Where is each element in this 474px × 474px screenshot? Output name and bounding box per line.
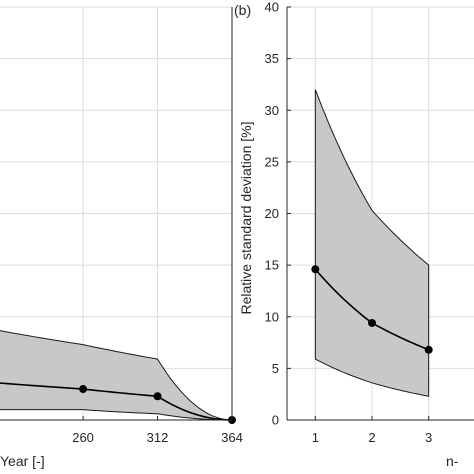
b-uncertainty-band [314, 89, 430, 397]
a-xtick-label-0: 260 [72, 430, 94, 445]
a-xtick-label-2: 364 [221, 430, 243, 445]
b-point-2 [424, 345, 433, 354]
b-ytick-label-8: 40 [265, 0, 279, 15]
b-ytick-label-0: 0 [272, 413, 279, 428]
panel-b-label: (b) [234, 2, 251, 18]
b-ytick-label-1: 5 [272, 361, 279, 376]
panel-b-ylabel: Relative standard deviation [%] [238, 122, 254, 315]
b-xtick-label-1: 2 [368, 430, 375, 445]
b-ytick-label-3: 15 [265, 258, 279, 273]
b-point-0 [311, 265, 320, 274]
b-xtick-label-0: 1 [312, 430, 319, 445]
b-ytick-label-5: 25 [265, 154, 279, 169]
a-xtick-label-1: 312 [147, 430, 169, 445]
b-xtick-label-2: 3 [425, 430, 432, 445]
b-ytick-label-7: 35 [265, 51, 279, 66]
a-point-2 [153, 392, 162, 401]
b-ytick-label-2: 10 [265, 309, 279, 324]
a-point-1 [79, 385, 88, 394]
panel-a: 260 312 364 [0, 6, 243, 445]
a-mean-line [0, 382, 233, 421]
b-ytick-label-6: 30 [265, 103, 279, 118]
a-uncertainty-band [0, 330, 233, 421]
panel-a-xlabel: Year [-] [0, 453, 45, 469]
panel-b-xlabel: n- [446, 453, 459, 469]
b-ytick-label-4: 20 [265, 206, 279, 221]
b-point-1 [368, 318, 376, 327]
